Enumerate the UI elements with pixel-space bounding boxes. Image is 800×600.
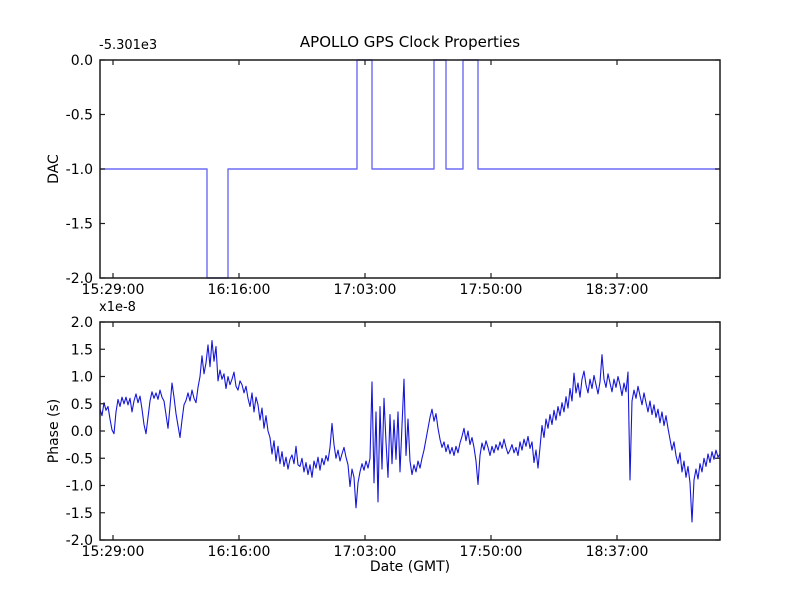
y-tick-label: -2.0	[66, 533, 93, 549]
dac-axis-label: DAC	[46, 154, 62, 184]
y-tick-label: 0.0	[71, 424, 93, 440]
phase-noise-line	[99, 339, 721, 523]
y-tick-label: 0.0	[71, 53, 93, 69]
x-tick-label: 18:37:00	[586, 282, 649, 298]
y-tick-label: -1.0	[66, 479, 93, 495]
x-tick-label: 16:16:00	[208, 282, 271, 298]
x-tick-label: 16:16:00	[208, 544, 271, 560]
y-tick-label: 1.5	[71, 342, 93, 358]
y-tick-label: -1.5	[66, 217, 93, 233]
y-tick-label: 1.0	[71, 370, 93, 386]
y-tick-label: -0.5	[66, 108, 93, 124]
x-tick-label: 17:03:00	[334, 544, 397, 560]
x-tick-label: 17:50:00	[460, 282, 523, 298]
dac-steps-line	[100, 59, 720, 279]
y-tick-label: -0.5	[66, 451, 93, 467]
chart-title: APOLLO GPS Clock Properties	[299, 33, 521, 51]
x-tick-label: 17:03:00	[334, 282, 397, 298]
dac-axis-offset-label: -5.301e3	[99, 38, 158, 53]
x-tick-label: 15:29:00	[82, 544, 145, 560]
phase-axis-offset-label: x1e-8	[99, 300, 136, 315]
x-tick-label: 15:29:00	[82, 282, 145, 298]
x-tick-label: 18:37:00	[586, 544, 649, 560]
axes-frame	[99, 321, 721, 541]
y-tick-label: -1.5	[66, 506, 93, 522]
x-tick-label: 17:50:00	[460, 544, 523, 560]
y-tick-label: 0.5	[71, 397, 93, 413]
y-tick-label: 2.0	[71, 315, 93, 331]
y-tick-label: -2.0	[66, 271, 93, 287]
y-tick-label: -1.0	[66, 162, 93, 178]
phase-axis-label: Phase (s)	[46, 398, 62, 464]
x-axis-label: Date (GMT)	[369, 559, 451, 575]
